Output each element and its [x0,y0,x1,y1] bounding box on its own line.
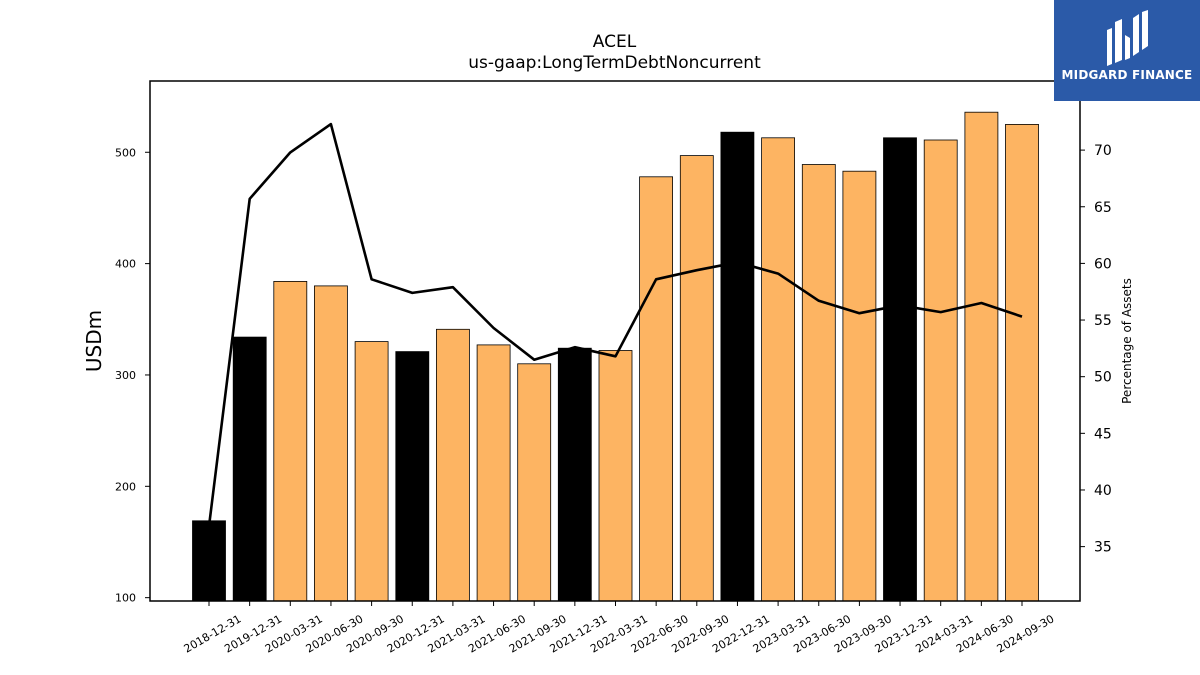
x-axis: 2018-12-312019-12-312020-03-312020-06-30… [182,601,1057,656]
line-group [207,122,1023,527]
y2-tick-label: 45 [1094,426,1112,442]
bar-2022-03-31 [598,350,633,602]
y2-tick-label: 65 [1094,200,1112,216]
y-axis-label: USDm [82,310,106,372]
bar-2023-03-31 [761,137,795,602]
bar-2020-12-31 [395,351,430,602]
y-tick-label: 500 [115,146,136,159]
y-tick-label: 400 [115,258,136,271]
logo-text: MIDGARD FINANCE [1061,68,1193,82]
bar-2023-06-30 [801,164,836,602]
bar-2021-06-30 [476,344,511,602]
bar-2022-12-31 [720,131,755,602]
y2-tick-label: 60 [1094,256,1112,272]
bar-2021-09-30 [517,363,552,602]
bar-2023-12-31 [883,137,917,602]
bar-2018-12-31 [192,520,226,602]
y-tick-label: 200 [115,480,136,493]
chart-subtitle: us-gaap:LongTermDebtNoncurrent [468,53,761,73]
chart-title: ACEL [592,32,637,52]
bar-group [192,111,1039,602]
bar-2020-03-31 [273,280,308,602]
y-axis-left: 100 200 300 400 500 [115,146,150,605]
bar-2021-12-31 [557,347,592,602]
bar-2021-03-31 [435,328,470,602]
bar-2024-06-30 [964,111,999,602]
y-axis-right: 35 40 45 50 55 60 65 70 [1080,143,1112,556]
bar-2020-09-30 [354,341,389,602]
y2-tick-label: 40 [1094,483,1112,499]
bar-2023-09-30 [842,170,877,602]
bar-2024-09-30 [1005,124,1039,602]
y2-tick-label: 55 [1094,313,1112,329]
y2-axis-label: Percentage of Assets [1120,278,1134,404]
bar-2024-03-31 [923,139,958,602]
midgard-logo-icon [1107,10,1148,66]
bar-2022-09-30 [679,155,714,602]
y-tick-label: 300 [115,369,136,382]
bar-2022-06-30 [639,176,673,602]
bar-2020-06-30 [313,285,348,602]
percentage-of-assets-line [207,122,1023,527]
midgard-finance-logo: MIDGARD FINANCE [1054,0,1200,101]
y2-tick-label: 35 [1094,540,1112,556]
bar-2019-12-31 [232,336,267,602]
y2-tick-label: 70 [1094,143,1112,159]
y2-tick-label: 50 [1094,370,1112,386]
y-tick-label: 100 [115,592,136,605]
